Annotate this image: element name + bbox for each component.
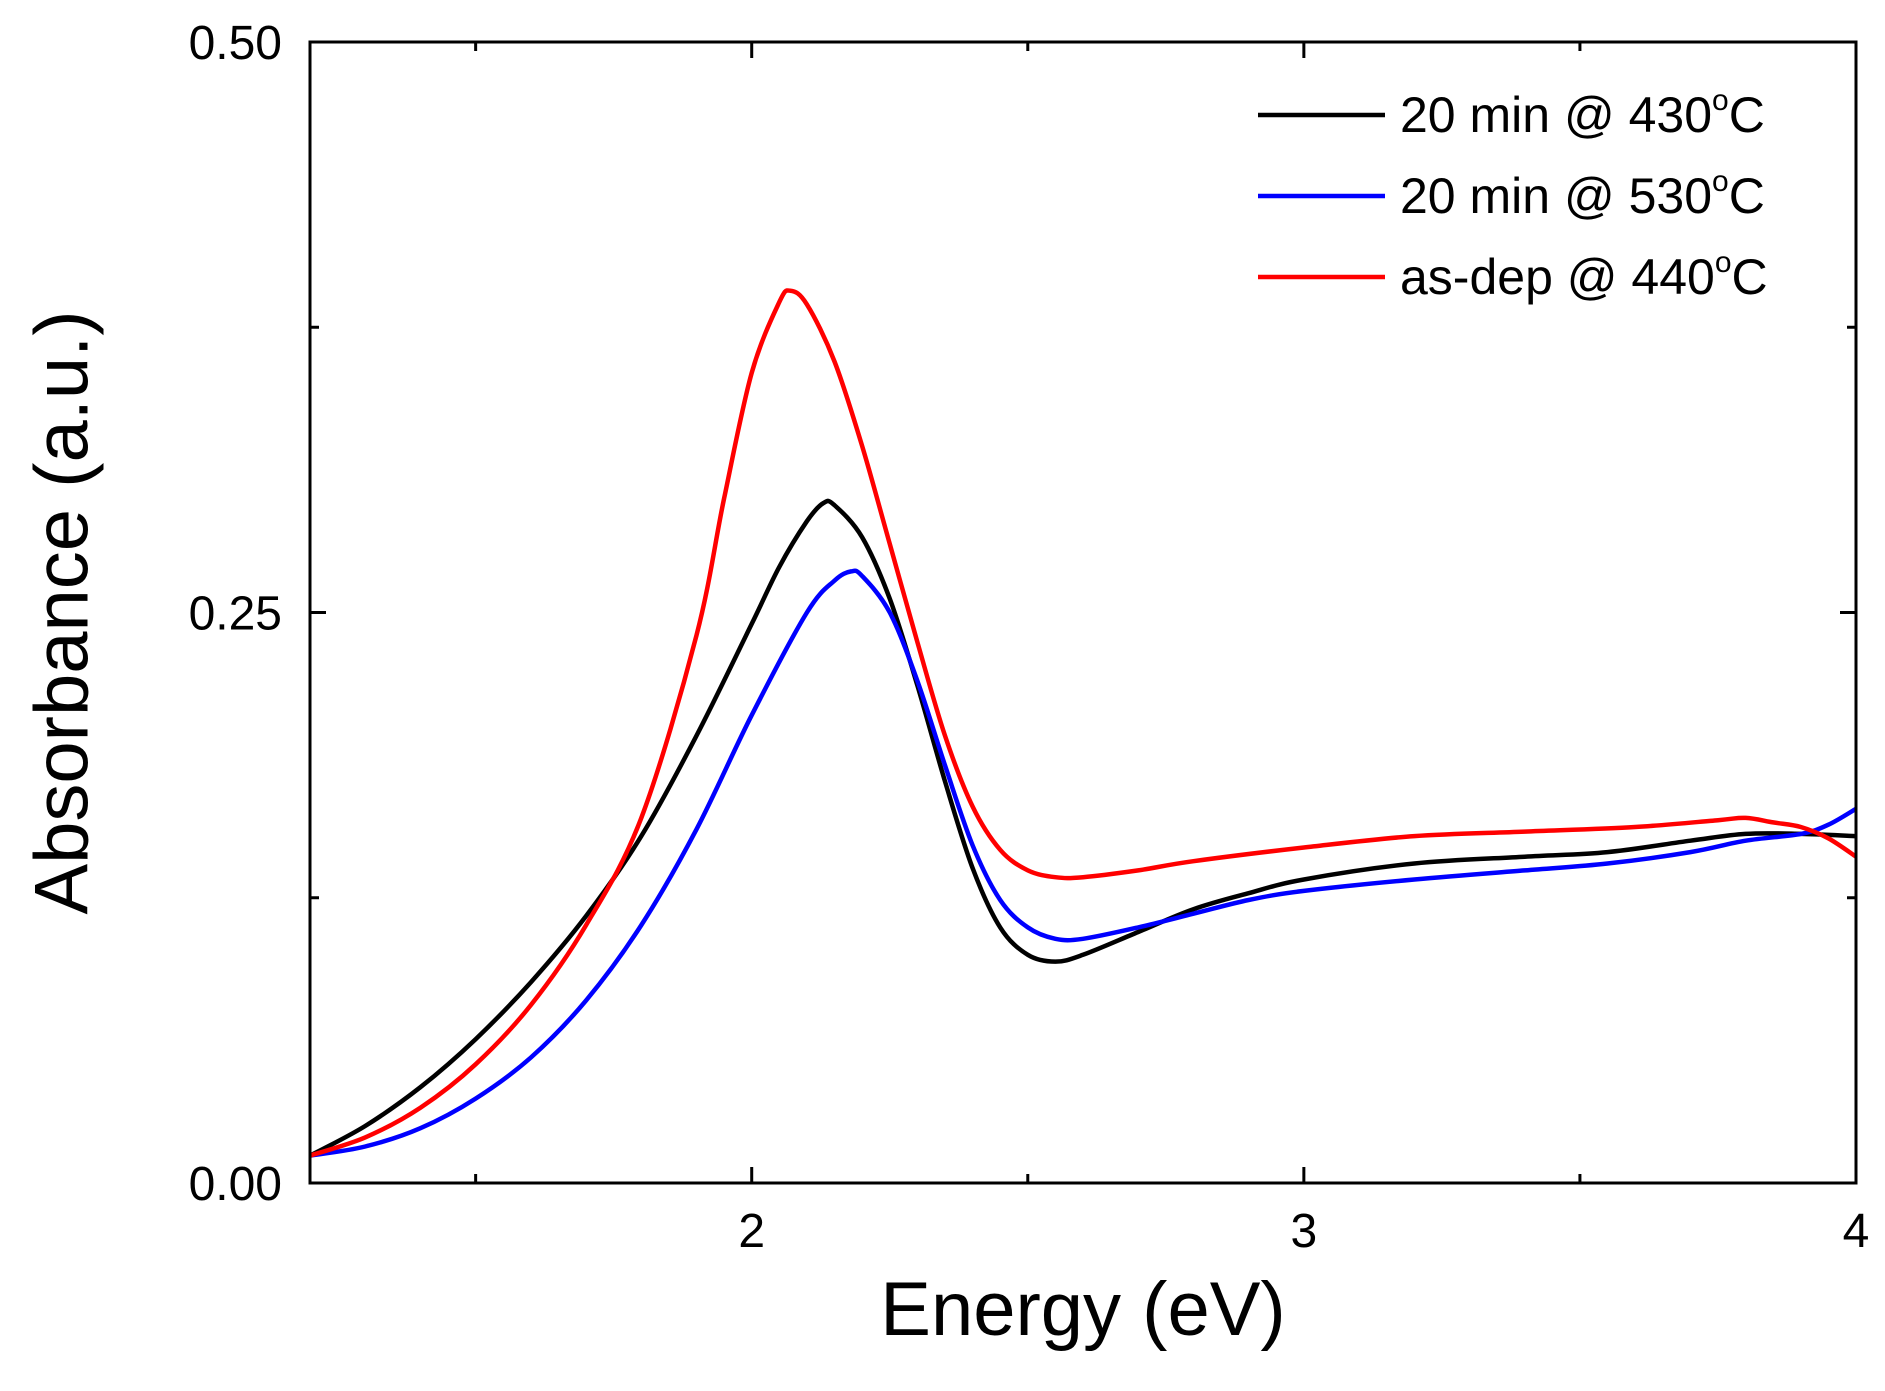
x-tick-label: 2 bbox=[738, 1205, 765, 1258]
legend-label-text: 20 min @ 530 bbox=[1400, 168, 1712, 224]
legend-label-3: as-dep @ 440oC bbox=[1400, 246, 1768, 305]
series-line-2 bbox=[309, 568, 1858, 1158]
degree-symbol: o bbox=[1712, 165, 1729, 198]
legend-label-unit: C bbox=[1732, 249, 1768, 305]
x-tick-label: 3 bbox=[1291, 1205, 1318, 1258]
legend-label-text: as-dep @ 440 bbox=[1400, 249, 1715, 305]
legend-label-unit: C bbox=[1729, 168, 1765, 224]
legend-label-1: 20 min @ 430oC bbox=[1400, 84, 1765, 143]
legend-label-2: 20 min @ 530oC bbox=[1400, 165, 1765, 224]
tick-labels-layer: 2 3 4 0.00 0.25 0.50 bbox=[189, 17, 1870, 1258]
degree-symbol: o bbox=[1712, 84, 1729, 117]
y-axis-title: Absorbance (a.u.) bbox=[20, 310, 105, 914]
ticks-layer bbox=[310, 40, 1858, 1185]
x-tick-label: 4 bbox=[1843, 1205, 1870, 1258]
legend-label-text: 20 min @ 430 bbox=[1400, 87, 1712, 143]
x-axis-title: Energy (eV) bbox=[880, 1267, 1286, 1352]
legend-label-unit: C bbox=[1729, 87, 1765, 143]
y-tick-label: 0.50 bbox=[189, 17, 282, 70]
degree-symbol: o bbox=[1715, 246, 1732, 279]
series-line-3 bbox=[309, 288, 1858, 1158]
y-tick-label: 0.25 bbox=[189, 588, 282, 641]
y-tick-label: 0.00 bbox=[189, 1158, 282, 1211]
series-layer bbox=[308, 288, 1858, 1158]
